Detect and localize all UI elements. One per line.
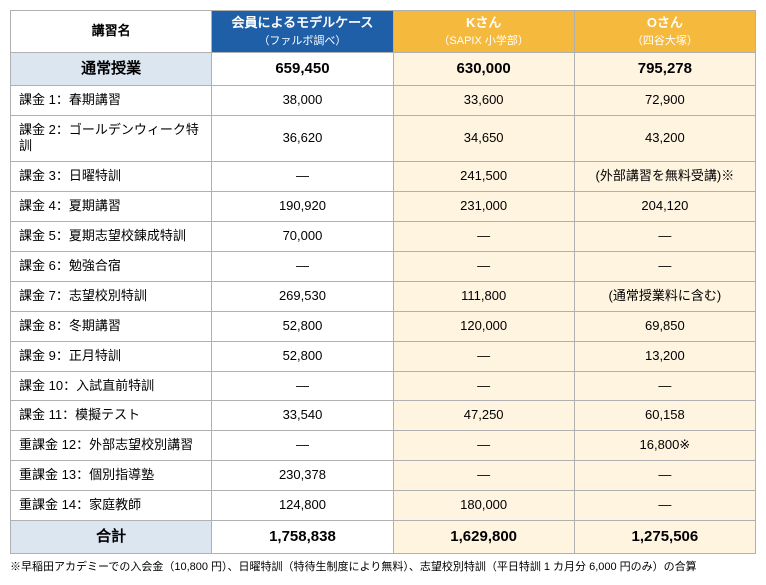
cell-value: 795,278 — [574, 53, 755, 86]
cell-value: 33,600 — [393, 85, 574, 115]
cell-value: 120,000 — [393, 311, 574, 341]
cell-value: ― — [574, 461, 755, 491]
table-row: 重課金 12：外部志望校別講習――16,800※ — [11, 431, 756, 461]
cell-value: 33,540 — [212, 401, 393, 431]
cell-value: 659,450 — [212, 53, 393, 86]
header-col-1: Kさん （SAPIX 小学部） — [393, 11, 574, 53]
header-col-0-title: 会員によるモデルケース — [231, 15, 373, 30]
cell-value: 241,500 — [393, 162, 574, 192]
cell-value: 16,800※ — [574, 431, 755, 461]
table-row: 重課金 14：家庭教師124,800180,000― — [11, 491, 756, 521]
table-row: 課金 2：ゴールデンウィーク特訓36,62034,65043,200 — [11, 115, 756, 162]
row-label: 課金 4：夏期講習 — [11, 192, 212, 222]
table-row: 合計1,758,8381,629,8001,275,506 — [11, 521, 756, 554]
row-label: 課金 3：日曜特訓 — [11, 162, 212, 192]
cell-value: ― — [574, 222, 755, 252]
cell-value: 34,650 — [393, 115, 574, 162]
table-body: 通常授業659,450630,000795,278課金 1：春期講習38,000… — [11, 53, 756, 553]
cell-value: (通常授業料に含む) — [574, 281, 755, 311]
table-row: 課金 1：春期講習38,00033,60072,900 — [11, 85, 756, 115]
header-col-1-sub: （SAPIX 小学部） — [398, 34, 570, 48]
cell-value: 231,000 — [393, 192, 574, 222]
header-col-2-sub: （四谷大塚） — [579, 34, 751, 48]
cell-value: (外部講習を無料受講)※ — [574, 162, 755, 192]
cell-value: 111,800 — [393, 281, 574, 311]
cell-value: 1,275,506 — [574, 521, 755, 554]
table-row: 課金 3：日曜特訓―241,500(外部講習を無料受講)※ — [11, 162, 756, 192]
row-label: 重課金 12：外部志望校別講習 — [11, 431, 212, 461]
cell-value: 69,850 — [574, 311, 755, 341]
cell-value: 47,250 — [393, 401, 574, 431]
cell-value: ― — [212, 162, 393, 192]
table-row: 課金 5：夏期志望校錬成特訓70,000―― — [11, 222, 756, 252]
header-col-1-title: Kさん — [466, 15, 501, 30]
table-row: 課金 6：勉強合宿――― — [11, 252, 756, 282]
header-row: 講習名 会員によるモデルケース （ファルボ調べ） Kさん （SAPIX 小学部）… — [11, 11, 756, 53]
cell-value: 630,000 — [393, 53, 574, 86]
cell-value: ― — [393, 461, 574, 491]
cell-value: 72,900 — [574, 85, 755, 115]
total-label: 合計 — [11, 521, 212, 554]
cell-value: 60,158 — [574, 401, 755, 431]
cell-value: ― — [574, 371, 755, 401]
table-row: 課金 11：模擬テスト33,54047,25060,158 — [11, 401, 756, 431]
cell-value: 43,200 — [574, 115, 755, 162]
cell-value: ― — [574, 252, 755, 282]
row-label: 課金 7：志望校別特訓 — [11, 281, 212, 311]
cell-value: ― — [212, 431, 393, 461]
regular-label: 通常授業 — [11, 53, 212, 86]
header-col-0: 会員によるモデルケース （ファルボ調べ） — [212, 11, 393, 53]
table-row: 課金 4：夏期講習190,920231,000204,120 — [11, 192, 756, 222]
table-row: 通常授業659,450630,000795,278 — [11, 53, 756, 86]
row-label: 課金 1：春期講習 — [11, 85, 212, 115]
header-col-0-sub: （ファルボ調べ） — [216, 34, 388, 48]
cell-value: 38,000 — [212, 85, 393, 115]
cell-value: 124,800 — [212, 491, 393, 521]
cell-value: 180,000 — [393, 491, 574, 521]
cell-value: ― — [393, 222, 574, 252]
cell-value: 70,000 — [212, 222, 393, 252]
row-label: 課金 10：入試直前特訓 — [11, 371, 212, 401]
row-label: 重課金 14：家庭教師 — [11, 491, 212, 521]
cell-value: 230,378 — [212, 461, 393, 491]
row-label: 課金 5：夏期志望校錬成特訓 — [11, 222, 212, 252]
row-label: 課金 6：勉強合宿 — [11, 252, 212, 282]
cell-value: ― — [393, 371, 574, 401]
cell-value: ― — [574, 491, 755, 521]
row-label: 課金 2：ゴールデンウィーク特訓 — [11, 115, 212, 162]
table-row: 重課金 13：個別指導塾230,378―― — [11, 461, 756, 491]
table-row: 課金 7：志望校別特訓269,530111,800(通常授業料に含む) — [11, 281, 756, 311]
cell-value: ― — [393, 341, 574, 371]
table-row: 課金 10：入試直前特訓――― — [11, 371, 756, 401]
cell-value: 204,120 — [574, 192, 755, 222]
cell-value: 52,800 — [212, 341, 393, 371]
cell-value: 1,758,838 — [212, 521, 393, 554]
cell-value: 190,920 — [212, 192, 393, 222]
row-label: 課金 8：冬期講習 — [11, 311, 212, 341]
cell-value: ― — [212, 252, 393, 282]
header-col-2-title: Oさん — [647, 15, 683, 30]
table-row: 課金 9：正月特訓52,800―13,200 — [11, 341, 756, 371]
cell-value: 36,620 — [212, 115, 393, 162]
cell-value: 13,200 — [574, 341, 755, 371]
cell-value: 52,800 — [212, 311, 393, 341]
footnote: ※早稲田アカデミーでの入会金（10,800 円）、日曜特訓（特待生制度により無料… — [10, 560, 756, 575]
cell-value: ― — [393, 252, 574, 282]
row-label: 課金 11：模擬テスト — [11, 401, 212, 431]
cell-value: ― — [212, 371, 393, 401]
header-rowlabel: 講習名 — [11, 11, 212, 53]
tuition-table: 講習名 会員によるモデルケース （ファルボ調べ） Kさん （SAPIX 小学部）… — [10, 10, 756, 554]
row-label: 重課金 13：個別指導塾 — [11, 461, 212, 491]
cell-value: ― — [393, 431, 574, 461]
cell-value: 269,530 — [212, 281, 393, 311]
row-label: 課金 9：正月特訓 — [11, 341, 212, 371]
table-row: 課金 8：冬期講習52,800120,00069,850 — [11, 311, 756, 341]
header-col-2: Oさん （四谷大塚） — [574, 11, 755, 53]
cell-value: 1,629,800 — [393, 521, 574, 554]
